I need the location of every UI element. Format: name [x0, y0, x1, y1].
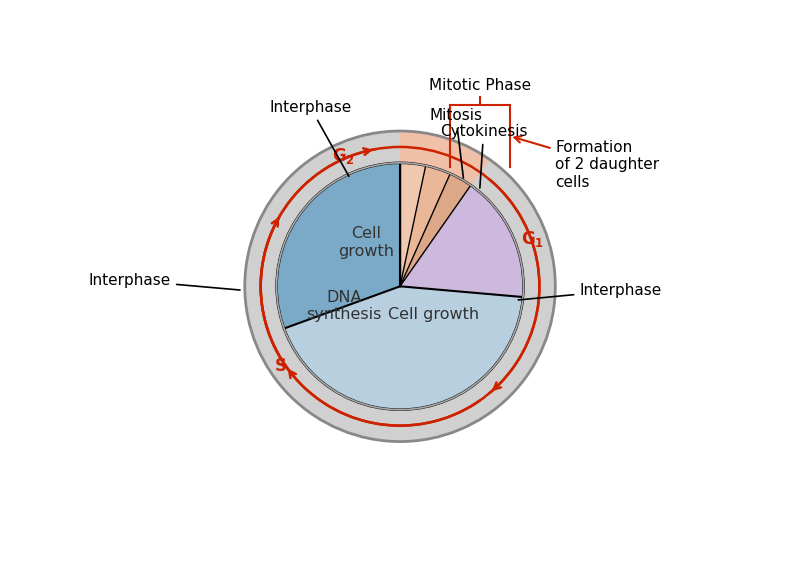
- Polygon shape: [400, 173, 471, 286]
- Polygon shape: [284, 286, 523, 410]
- Text: Formation
of 2 daughter
cells: Formation of 2 daughter cells: [514, 136, 659, 190]
- Text: Interphase: Interphase: [89, 273, 240, 290]
- Text: $\mathbf{G_2}$: $\mathbf{G_2}$: [332, 146, 354, 166]
- Text: Mitotic Phase: Mitotic Phase: [429, 78, 530, 93]
- Polygon shape: [400, 131, 489, 185]
- Text: Cell growth: Cell growth: [388, 307, 479, 321]
- Polygon shape: [400, 165, 450, 286]
- Text: Interphase: Interphase: [518, 283, 662, 300]
- Circle shape: [277, 163, 523, 410]
- Text: $\mathbf{G_1}$: $\mathbf{G_1}$: [522, 229, 545, 249]
- Polygon shape: [277, 163, 400, 329]
- Text: DNA
synthesis: DNA synthesis: [306, 290, 382, 323]
- Polygon shape: [400, 163, 426, 286]
- Polygon shape: [400, 163, 523, 297]
- Text: Cytokinesis: Cytokinesis: [440, 124, 527, 188]
- Polygon shape: [245, 131, 555, 442]
- Text: $\mathbf{S}$: $\mathbf{S}$: [274, 357, 286, 375]
- Text: Mitosis: Mitosis: [430, 108, 482, 178]
- Text: Cell
growth: Cell growth: [338, 226, 394, 259]
- Circle shape: [245, 131, 555, 442]
- Text: Interphase: Interphase: [270, 100, 351, 176]
